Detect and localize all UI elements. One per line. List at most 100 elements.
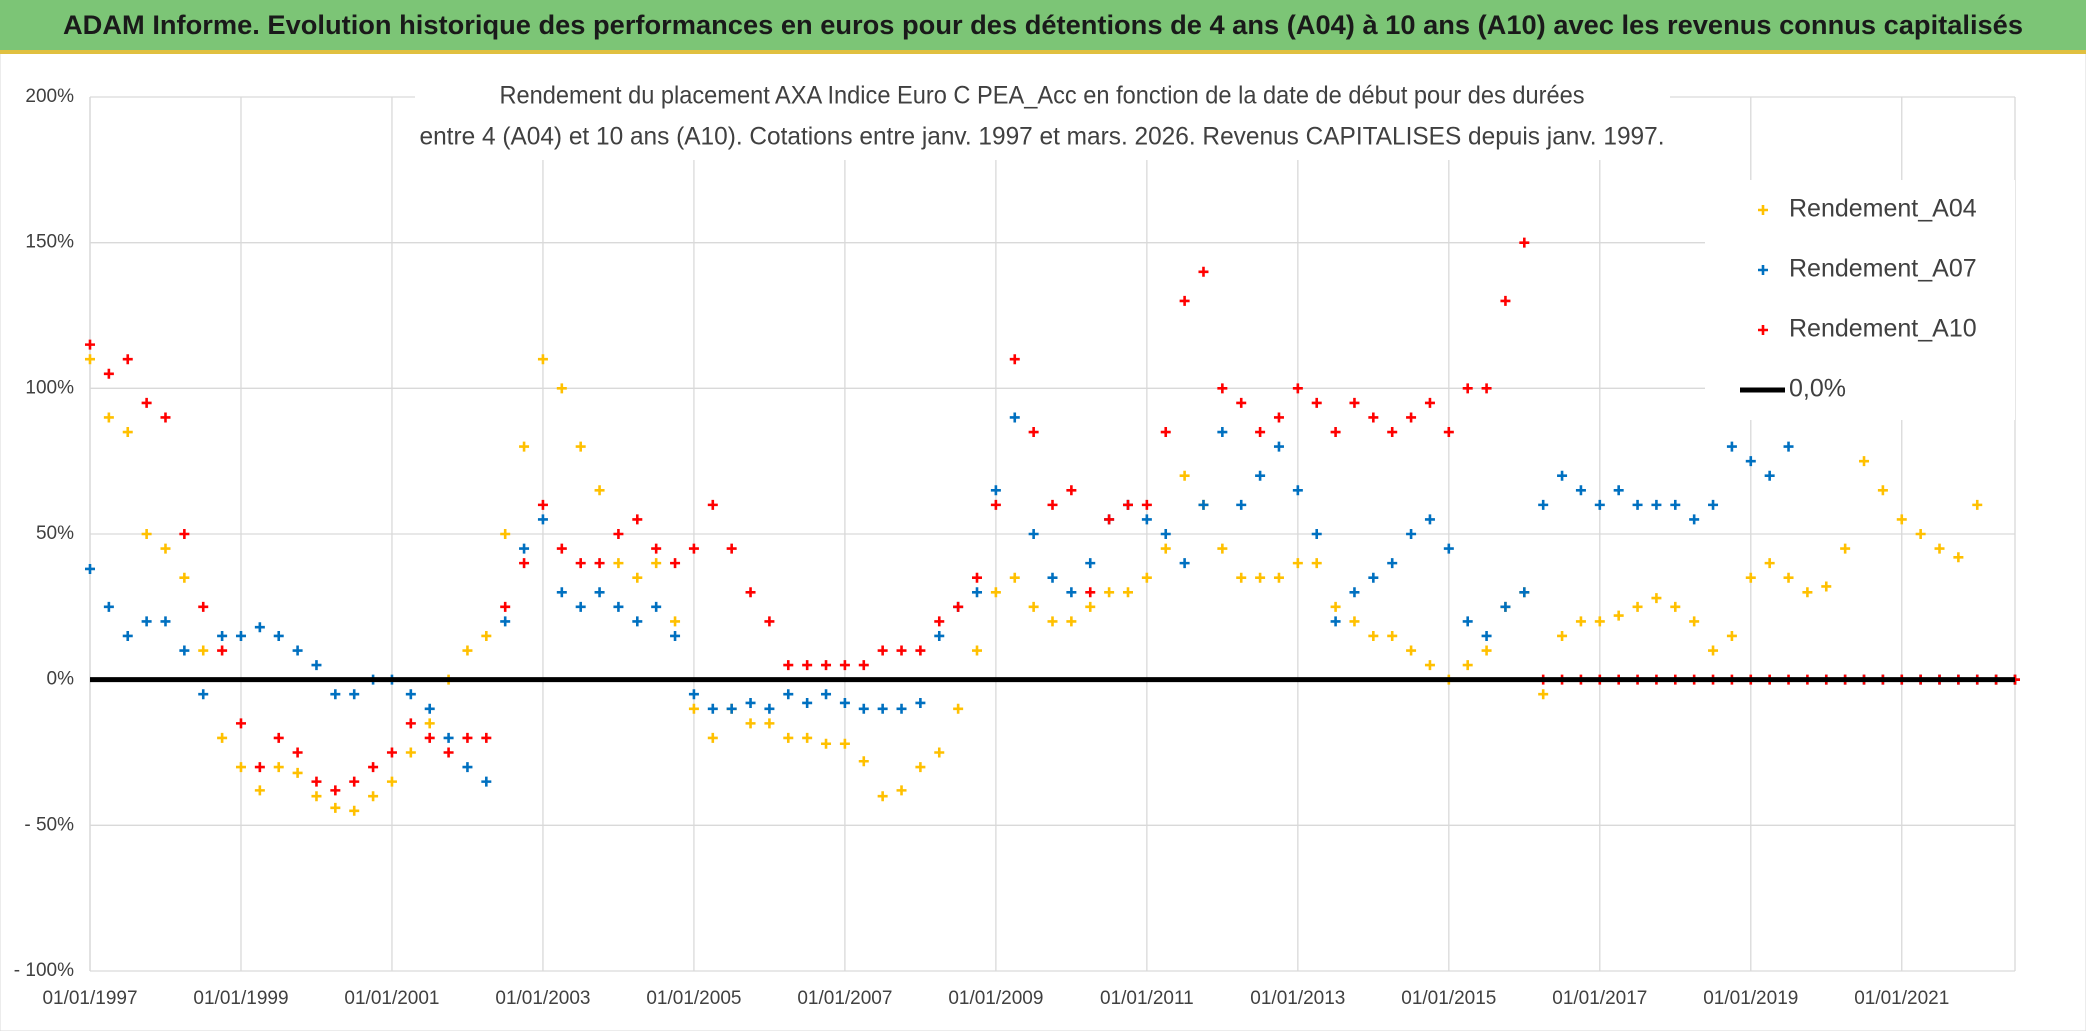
point bbox=[1160, 427, 1171, 438]
legend-label: Rendement_A10 bbox=[1789, 315, 1977, 343]
point bbox=[1859, 456, 1870, 467]
legend-label: 0,0% bbox=[1789, 375, 1846, 403]
point bbox=[1443, 543, 1454, 554]
point bbox=[500, 529, 511, 539]
point bbox=[254, 622, 265, 633]
point bbox=[1217, 543, 1228, 554]
point bbox=[311, 660, 322, 671]
point bbox=[670, 630, 681, 641]
point bbox=[235, 762, 246, 773]
point bbox=[1708, 499, 1719, 510]
title-bar bbox=[0, 0, 2086, 50]
point bbox=[1764, 470, 1775, 481]
point bbox=[235, 630, 246, 641]
point bbox=[726, 543, 737, 554]
point bbox=[1349, 616, 1360, 627]
point bbox=[821, 738, 832, 749]
point bbox=[235, 718, 246, 729]
point bbox=[877, 791, 888, 802]
point bbox=[1462, 616, 1473, 627]
point bbox=[1519, 587, 1530, 598]
point bbox=[575, 558, 586, 569]
point bbox=[405, 689, 416, 700]
point bbox=[594, 485, 605, 496]
y-tick-label: 200% bbox=[25, 86, 74, 107]
point bbox=[273, 762, 284, 773]
point bbox=[613, 558, 624, 569]
point bbox=[1104, 514, 1115, 525]
y-tick-label: 100% bbox=[25, 377, 74, 398]
point bbox=[1462, 383, 1473, 394]
point bbox=[1349, 587, 1360, 598]
point bbox=[1934, 543, 1945, 554]
point bbox=[1406, 529, 1417, 539]
point bbox=[1179, 470, 1190, 481]
subtitle: Rendement du placement AXA Indice Euro C… bbox=[500, 82, 1585, 110]
point bbox=[802, 732, 813, 743]
point bbox=[1292, 485, 1303, 496]
point bbox=[273, 630, 284, 641]
point bbox=[1481, 630, 1492, 641]
point bbox=[1066, 587, 1077, 598]
point bbox=[1726, 630, 1737, 641]
point bbox=[556, 587, 567, 598]
point bbox=[462, 732, 473, 743]
point bbox=[915, 762, 926, 773]
point bbox=[443, 732, 454, 743]
point bbox=[632, 616, 643, 627]
point bbox=[1085, 601, 1096, 612]
subtitle: entre 4 (A04) et 10 ans (A10). Cotations… bbox=[420, 123, 1665, 151]
point bbox=[1575, 616, 1586, 627]
point bbox=[386, 747, 397, 758]
point bbox=[1066, 616, 1077, 627]
point bbox=[707, 499, 718, 510]
point bbox=[349, 689, 360, 700]
y-tick-label: 0% bbox=[47, 669, 75, 690]
point bbox=[443, 747, 454, 758]
point bbox=[1424, 660, 1435, 671]
legend-swatch bbox=[1758, 205, 1768, 215]
point bbox=[764, 703, 775, 714]
point bbox=[160, 412, 171, 423]
point bbox=[198, 601, 209, 612]
point bbox=[1047, 572, 1058, 583]
point bbox=[386, 776, 397, 787]
point bbox=[688, 689, 699, 700]
point bbox=[1292, 558, 1303, 569]
point bbox=[1179, 295, 1190, 306]
point bbox=[1273, 572, 1284, 583]
point bbox=[1160, 529, 1171, 539]
point bbox=[990, 485, 1001, 496]
point bbox=[1481, 645, 1492, 656]
point bbox=[1141, 572, 1152, 583]
point bbox=[1481, 383, 1492, 394]
point bbox=[972, 587, 983, 598]
point bbox=[594, 558, 605, 569]
point bbox=[1783, 441, 1794, 452]
point bbox=[85, 339, 95, 350]
point bbox=[217, 630, 228, 641]
point bbox=[1217, 427, 1228, 438]
point bbox=[141, 616, 152, 627]
chart-title: ADAM Informe. Evolution historique des p… bbox=[63, 10, 2023, 40]
point bbox=[1387, 558, 1398, 569]
point bbox=[858, 703, 869, 714]
point bbox=[877, 703, 888, 714]
plot bbox=[85, 237, 2020, 816]
point bbox=[839, 660, 850, 671]
point bbox=[1783, 572, 1794, 583]
point bbox=[1972, 499, 1983, 510]
point bbox=[1160, 543, 1171, 554]
x-tick-label: 01/01/2005 bbox=[646, 988, 741, 1009]
x-tick-label: 01/01/2001 bbox=[344, 988, 439, 1009]
title-border bbox=[0, 50, 2086, 54]
point bbox=[896, 785, 907, 796]
point bbox=[972, 645, 983, 656]
point bbox=[273, 732, 284, 743]
point bbox=[1236, 397, 1247, 408]
point bbox=[292, 645, 303, 656]
point bbox=[141, 529, 152, 539]
point bbox=[1085, 558, 1096, 569]
point bbox=[1689, 616, 1700, 627]
